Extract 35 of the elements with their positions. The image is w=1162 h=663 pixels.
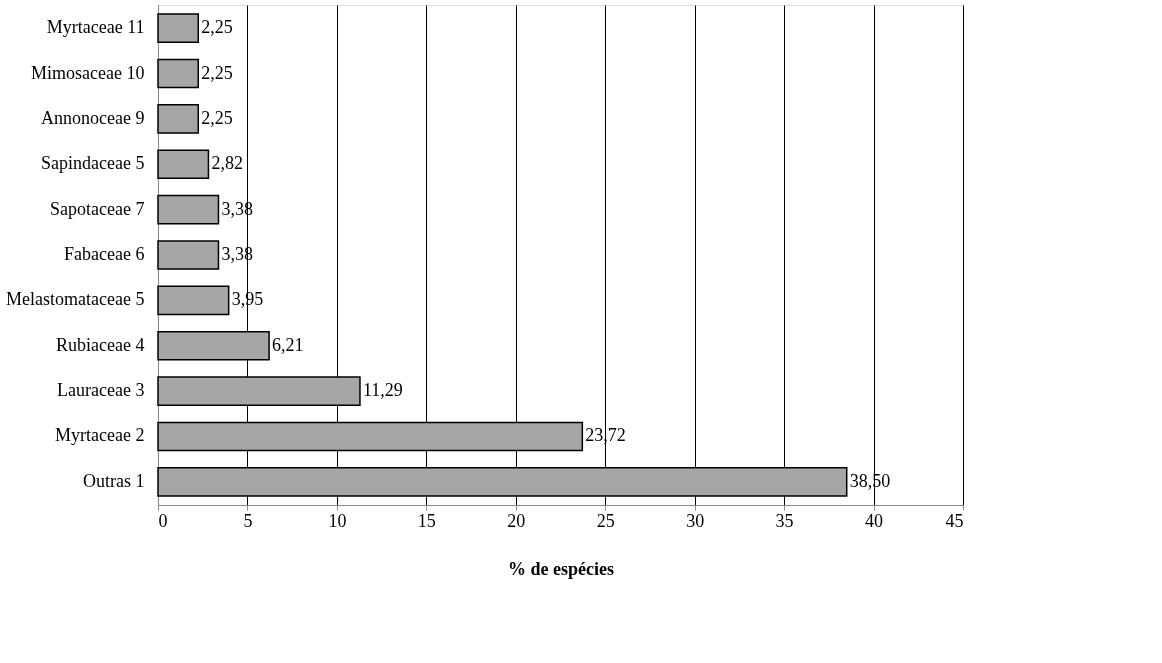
y-tick-label: Mimosaceae 10 xyxy=(31,62,145,83)
bar xyxy=(157,194,220,225)
x-tick-label: 0 xyxy=(158,510,168,531)
bar xyxy=(157,104,199,134)
bar xyxy=(157,58,199,89)
y-tick-label: Sapindaceae 5 xyxy=(41,153,145,174)
x-tick-label: 5 xyxy=(243,510,253,531)
x-tick-label: 40 xyxy=(865,510,884,531)
y-tick-label: Melastomataceae 5 xyxy=(6,289,145,310)
x-tick-label: 15 xyxy=(417,510,436,531)
bar xyxy=(157,13,199,43)
y-tick-label: Fabaceae 6 xyxy=(64,244,145,264)
x-axis-title: % de espécies xyxy=(508,558,614,579)
x-tick-label: 35 xyxy=(775,510,794,531)
x-tick-label: 45 xyxy=(945,510,964,531)
bar xyxy=(157,285,230,316)
data-label: 11,29 xyxy=(362,380,403,401)
y-tick-label: Lauraceae 3 xyxy=(57,380,145,401)
y-tick-label: Myrtaceae 11 xyxy=(46,17,145,38)
bar xyxy=(157,240,220,270)
data-label: 2,82 xyxy=(211,153,243,174)
x-tick-label: 10 xyxy=(328,510,347,531)
y-tick-label: Outras 1 xyxy=(83,470,145,491)
x-tick-label: 25 xyxy=(596,510,615,531)
data-label: 2,25 xyxy=(201,107,233,128)
y-tick-label: Annonoceae 9 xyxy=(41,107,145,128)
data-label: 2,25 xyxy=(201,62,233,83)
bar xyxy=(157,149,210,180)
data-label: 2,25 xyxy=(201,17,233,38)
y-tick-label: Rubiaceae 4 xyxy=(56,334,145,355)
x-tick-label: 30 xyxy=(686,510,705,531)
x-tick-label: 20 xyxy=(507,510,526,531)
y-tick-label: Sapotaceae 7 xyxy=(50,198,145,219)
data-label: 6,21 xyxy=(272,334,304,355)
y-tick-label: Myrtaceae 2 xyxy=(55,425,145,446)
